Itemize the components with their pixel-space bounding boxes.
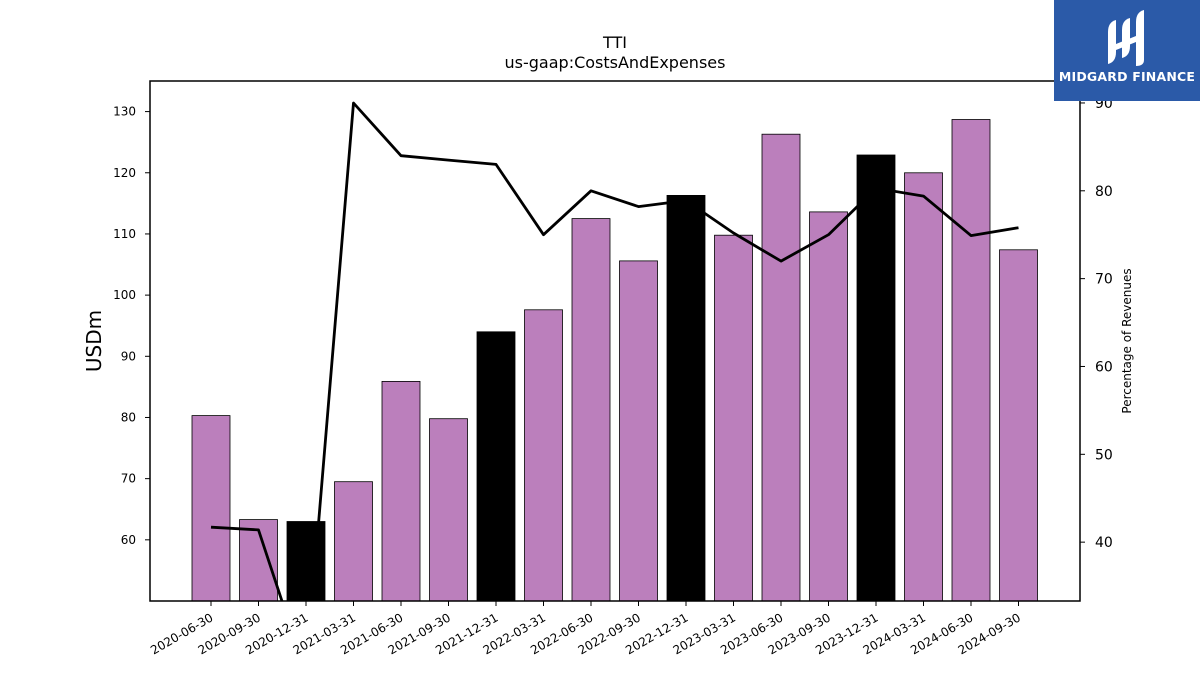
midgard-finance-logo: MIDGARD FINANCE (1054, 0, 1200, 101)
bar (429, 418, 468, 602)
bar (904, 172, 943, 602)
y-tick-label: 110 (113, 227, 136, 241)
chart-subtitle: us-gaap:CostsAndExpenses (505, 53, 726, 72)
bar (381, 380, 421, 602)
y-tick-label: 90 (121, 349, 136, 363)
bar (476, 331, 516, 602)
y2-tick-label: 70 (1095, 272, 1113, 288)
y-tick-label: 60 (121, 533, 136, 547)
bar (286, 521, 326, 602)
bar (666, 194, 706, 602)
bar (951, 119, 991, 602)
bar (999, 249, 1038, 602)
bar (714, 234, 753, 602)
y-tick-label: 100 (113, 288, 136, 302)
bar (856, 154, 896, 602)
bar (571, 218, 611, 602)
plot-frame (149, 80, 1081, 602)
chart-title: TTI (602, 33, 627, 52)
y2-tick-label: 80 (1095, 184, 1113, 200)
y2-tick-label: 60 (1095, 359, 1113, 375)
logo-text: MIDGARD FINANCE (1058, 69, 1196, 84)
y-tick-label: 70 (121, 472, 136, 486)
percentage-line (210, 101, 1019, 601)
y2-axis-label: Percentage of Revenues (1120, 268, 1134, 413)
line-group (210, 101, 1019, 601)
bar (191, 415, 231, 602)
y2-tick-label: 40 (1095, 535, 1113, 551)
bar (334, 481, 373, 602)
y2-tick-label: 50 (1095, 447, 1113, 463)
bars-group (191, 119, 1038, 602)
y-tick-label: 130 (113, 105, 136, 119)
y-tick-label: 120 (113, 166, 136, 180)
bar (761, 133, 801, 602)
midgard-logo-icon (1108, 10, 1144, 66)
bar (619, 260, 658, 602)
y-axis-label: USDm (82, 310, 106, 372)
bar (809, 211, 848, 602)
bar (524, 309, 563, 602)
y-tick-label: 80 (121, 410, 136, 424)
